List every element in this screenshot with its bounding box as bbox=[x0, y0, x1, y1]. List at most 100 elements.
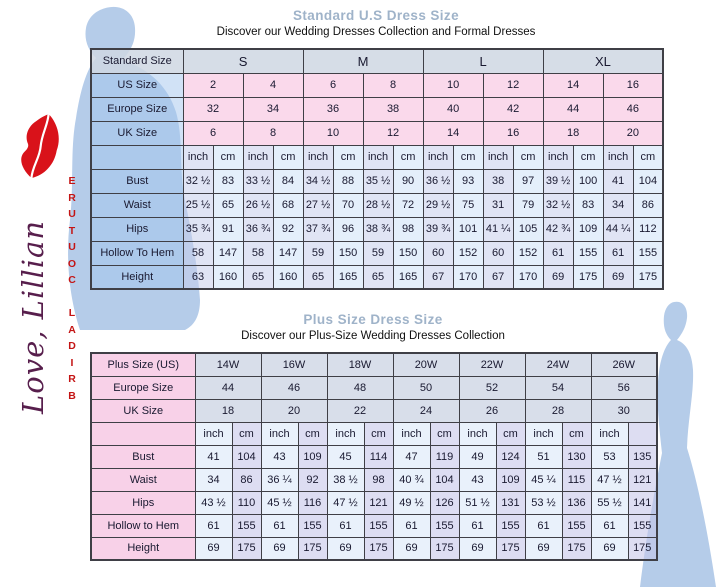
measure-value-cell: 65 bbox=[302, 264, 334, 290]
size-group-header: XL bbox=[542, 48, 664, 74]
measure-value-cell: 43 bbox=[458, 467, 497, 492]
measure-value-cell: 35 ¾ bbox=[182, 216, 214, 242]
measure-value-cell: 53 bbox=[590, 444, 629, 469]
size-value-cell: 6 bbox=[302, 72, 364, 98]
table-row: inch cm inch cm inch cm inch cm inch cm inch cm inch… bbox=[90, 144, 664, 170]
measure-value-cell: 69 bbox=[590, 536, 629, 561]
size-group-header: M bbox=[302, 48, 424, 74]
measure-value-cell: 69 bbox=[326, 536, 365, 561]
row-label: Bust bbox=[90, 168, 184, 194]
measure-value-cell: 116 bbox=[297, 490, 328, 515]
size-value-cell: 24W bbox=[524, 352, 592, 377]
measure-value-cell: 104 bbox=[429, 467, 460, 492]
row-label: Europe Size bbox=[90, 96, 184, 122]
table-row: Hollow to Hem 61 155 61 155 61 155 61 155 61 155 61… bbox=[90, 513, 658, 538]
measure-value-cell: 69 bbox=[524, 536, 563, 561]
unit-header-cell: cm bbox=[452, 144, 484, 170]
measure-value-cell: 42 ¾ bbox=[542, 216, 574, 242]
measure-value-cell: 155 bbox=[561, 513, 592, 538]
size-value-cell: 38 bbox=[362, 96, 424, 122]
measure-value-cell: 68 bbox=[272, 192, 304, 218]
measure-value-cell: 47 ½ bbox=[590, 467, 629, 492]
measure-value-cell: 175 bbox=[363, 536, 394, 561]
measure-value-cell: 155 bbox=[297, 513, 328, 538]
measure-value-cell: 104 bbox=[632, 168, 664, 194]
table-row: Europe Size 44 46 48 50 52 54 56 bbox=[90, 375, 658, 400]
row-label: Height bbox=[90, 264, 184, 290]
size-value-cell: 34 bbox=[242, 96, 304, 122]
size-value-cell: 22W bbox=[458, 352, 526, 377]
measure-value-cell: 69 bbox=[260, 536, 299, 561]
measure-value-cell: 175 bbox=[429, 536, 460, 561]
measure-value-cell: 130 bbox=[561, 444, 592, 469]
measure-value-cell: 160 bbox=[272, 264, 304, 290]
measure-value-cell: 88 bbox=[332, 168, 364, 194]
measure-value-cell: 33 ½ bbox=[242, 168, 274, 194]
measure-value-cell: 49 ½ bbox=[392, 490, 431, 515]
measure-value-cell: 40 ¾ bbox=[392, 467, 431, 492]
plus-size-table: Plus Size (US) 14W 16W 18W 20W 22W 24W 26W Europ… bbox=[90, 352, 658, 561]
measure-value-cell: 61 bbox=[542, 240, 574, 266]
unit-header-cell: cm bbox=[572, 144, 604, 170]
unit-header-cell: inch bbox=[524, 421, 563, 446]
row-label: Hollow to Hem bbox=[90, 513, 196, 538]
vertical-letter: I bbox=[70, 356, 74, 369]
size-value-cell: 10 bbox=[302, 120, 364, 146]
measure-value-cell: 26 ½ bbox=[242, 192, 274, 218]
measure-value-cell: 155 bbox=[231, 513, 262, 538]
table-row: UK Size 18 20 22 24 26 28 30 bbox=[90, 398, 658, 423]
measure-value-cell: 83 bbox=[572, 192, 604, 218]
measure-value-cell: 60 bbox=[422, 240, 454, 266]
unit-header-cell: inch bbox=[482, 144, 514, 170]
measure-value-cell: 91 bbox=[212, 216, 244, 242]
size-value-cell: 26W bbox=[590, 352, 658, 377]
measure-value-cell: 43 bbox=[260, 444, 299, 469]
size-value-cell: 8 bbox=[362, 72, 424, 98]
measure-value-cell: 69 bbox=[194, 536, 233, 561]
measure-value-cell: 155 bbox=[495, 513, 526, 538]
measure-value-cell: 51 ½ bbox=[458, 490, 497, 515]
measure-value-cell: 165 bbox=[332, 264, 364, 290]
size-value-cell: 20W bbox=[392, 352, 460, 377]
measure-value-cell: 67 bbox=[422, 264, 454, 290]
measure-value-cell: 109 bbox=[297, 444, 328, 469]
table-row: Europe Size 32 34 36 38 40 42 44 46 bbox=[90, 96, 664, 122]
size-value-cell: 52 bbox=[458, 375, 526, 400]
vertical-letter: U bbox=[68, 241, 76, 253]
measure-value-cell: 70 bbox=[332, 192, 364, 218]
measure-value-cell: 61 bbox=[602, 240, 634, 266]
table-row: Bust 41 104 43 109 45 114 47 119 49 124 51 130 53 135 bbox=[90, 444, 658, 469]
size-value-cell: 18 bbox=[542, 120, 604, 146]
table-row: Standard Size S M L XL bbox=[90, 48, 664, 74]
measure-value-cell: 69 bbox=[392, 536, 431, 561]
measure-value-cell: 115 bbox=[561, 467, 592, 492]
measure-value-cell: 32 ½ bbox=[542, 192, 574, 218]
measure-value-cell: 155 bbox=[429, 513, 460, 538]
measure-value-cell: 141 bbox=[627, 490, 658, 515]
measure-value-cell: 150 bbox=[332, 240, 364, 266]
size-value-cell: 36 bbox=[302, 96, 364, 122]
measure-value-cell: 147 bbox=[272, 240, 304, 266]
size-value-cell: 2 bbox=[182, 72, 244, 98]
unit-header-cell: inch bbox=[602, 144, 634, 170]
unit-header-cell: cm bbox=[561, 421, 592, 446]
unit-header-cell: inch bbox=[182, 144, 214, 170]
row-label: Europe Size bbox=[90, 375, 196, 400]
measure-value-cell: 98 bbox=[392, 216, 424, 242]
row-label: Waist bbox=[90, 192, 184, 218]
brand-script-text: Love, Lillian bbox=[16, 219, 50, 415]
unit-header-cell: inch bbox=[422, 144, 454, 170]
measure-value-cell: 69 bbox=[458, 536, 497, 561]
vertical-letter: R bbox=[68, 191, 76, 204]
measure-value-cell: 44 ¼ bbox=[602, 216, 634, 242]
vertical-letter: O bbox=[67, 257, 77, 270]
measure-value-cell: 150 bbox=[392, 240, 424, 266]
unit-corner-cell bbox=[90, 144, 184, 170]
measure-value-cell: 175 bbox=[297, 536, 328, 561]
measure-value-cell: 53 ½ bbox=[524, 490, 563, 515]
measure-value-cell: 41 bbox=[194, 444, 233, 469]
measure-value-cell: 39 ½ bbox=[542, 168, 574, 194]
measure-value-cell: 25 ½ bbox=[182, 192, 214, 218]
